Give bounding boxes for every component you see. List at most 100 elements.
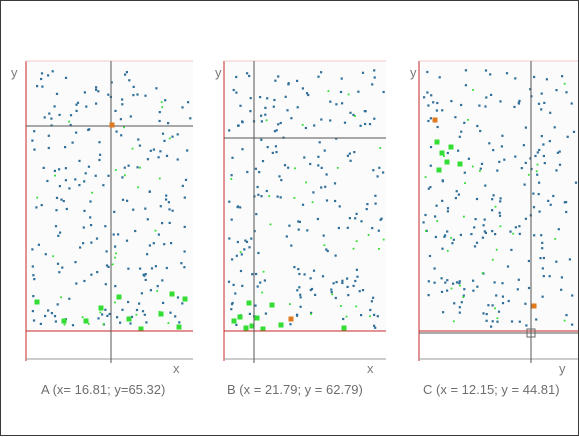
highlight-point xyxy=(230,178,233,180)
scatter-point xyxy=(540,108,543,111)
scatter-point xyxy=(298,286,301,289)
scatter-point xyxy=(125,239,129,242)
selected-point[interactable] xyxy=(432,117,438,123)
scatter-point xyxy=(165,194,168,197)
scatter-point xyxy=(286,109,289,112)
highlight-point xyxy=(294,167,296,170)
selected-point[interactable] xyxy=(531,303,537,309)
scatter-point xyxy=(104,225,107,228)
scatter-point xyxy=(296,289,299,292)
scatter-plot-b[interactable] xyxy=(194,1,387,437)
highlight-point xyxy=(494,205,497,208)
scatter-point xyxy=(540,135,543,138)
selected-point[interactable] xyxy=(288,316,294,322)
scatter-point xyxy=(232,283,235,286)
scatter-point xyxy=(518,99,521,102)
scatter-point xyxy=(436,125,439,129)
crosshair-marker-c[interactable] xyxy=(526,328,536,338)
scatter-point xyxy=(146,158,149,161)
scatter-point xyxy=(572,130,576,133)
scatter-point xyxy=(446,207,450,210)
scatter-point xyxy=(548,140,551,143)
scatter-point xyxy=(107,174,110,177)
scatter-point xyxy=(430,94,433,97)
scatter-point xyxy=(255,213,258,216)
highlight-point xyxy=(494,307,496,310)
scatter-point xyxy=(168,208,171,211)
highlight-point xyxy=(512,232,515,235)
scatter-point xyxy=(143,313,146,316)
scatter-point xyxy=(64,167,67,170)
scatter-point xyxy=(568,258,571,261)
scatter-point xyxy=(560,276,563,279)
scatter-point xyxy=(373,313,376,316)
scatter-point xyxy=(40,72,44,75)
scatter-point xyxy=(64,179,67,182)
scatter-point xyxy=(137,138,140,141)
scatter-point xyxy=(290,117,293,120)
scatter-point xyxy=(287,166,290,169)
scatter-point xyxy=(529,88,532,91)
scatter-point xyxy=(364,122,367,126)
scatter-point xyxy=(60,198,63,201)
scatter-point xyxy=(520,167,523,170)
scatter-point xyxy=(266,97,269,100)
scatter-point xyxy=(114,285,117,288)
highlight-point xyxy=(471,165,474,168)
scatter-point xyxy=(361,71,365,74)
scatter-point xyxy=(56,303,59,306)
scatter-point xyxy=(181,184,184,187)
scatter-point xyxy=(426,70,429,74)
scatter-point xyxy=(241,284,244,287)
scatter-point xyxy=(277,75,280,78)
scatter-point xyxy=(358,290,361,293)
panel-c: y y C (x = 12.15; y = 44.81) xyxy=(387,1,579,437)
scatter-point xyxy=(505,72,509,75)
scatter-point xyxy=(427,280,430,283)
scatter-point xyxy=(509,230,512,233)
scatter-point xyxy=(260,138,263,141)
scatter-point xyxy=(444,281,447,284)
scatter-point xyxy=(536,173,539,176)
scatter-plot-a[interactable] xyxy=(1,1,194,437)
scatter-point xyxy=(320,186,323,189)
scatter-point xyxy=(309,162,312,166)
scatter-point xyxy=(65,207,68,211)
scatter-point xyxy=(165,154,169,157)
scatter-point xyxy=(356,275,359,278)
scatter-point xyxy=(491,230,494,233)
scatter-point xyxy=(83,279,86,283)
scatter-point xyxy=(163,139,166,142)
scatter-point xyxy=(374,326,377,329)
scatter-point xyxy=(256,285,259,288)
scatter-point xyxy=(235,323,238,326)
highlight-point xyxy=(467,119,469,121)
scatter-point xyxy=(335,103,338,106)
scatter-point xyxy=(71,324,75,327)
plot-area-b xyxy=(224,61,386,331)
scatter-point xyxy=(360,314,363,317)
scatter-point xyxy=(299,296,302,299)
highlight-point xyxy=(331,293,334,296)
selected-point[interactable] xyxy=(109,122,115,128)
scatter-point xyxy=(248,246,251,249)
scatter-point xyxy=(427,187,430,190)
scatter-point xyxy=(458,306,461,309)
scatter-point xyxy=(174,315,177,318)
highlight-point xyxy=(527,173,530,176)
scatter-point xyxy=(231,156,234,159)
scatter-point xyxy=(422,221,425,224)
scatter-point xyxy=(128,79,131,82)
scatter-point xyxy=(144,94,147,97)
scatter-point xyxy=(126,199,129,202)
scatter-point xyxy=(158,111,161,114)
scatter-point xyxy=(55,92,59,95)
scatter-point xyxy=(489,73,492,76)
scatter-point xyxy=(181,106,184,109)
scatter-point xyxy=(514,155,517,158)
scatter-point xyxy=(373,76,376,79)
scatter-point xyxy=(541,241,544,244)
highlight-point xyxy=(425,230,427,232)
scatter-point xyxy=(374,194,377,197)
scatter-plot-c[interactable] xyxy=(387,1,579,437)
